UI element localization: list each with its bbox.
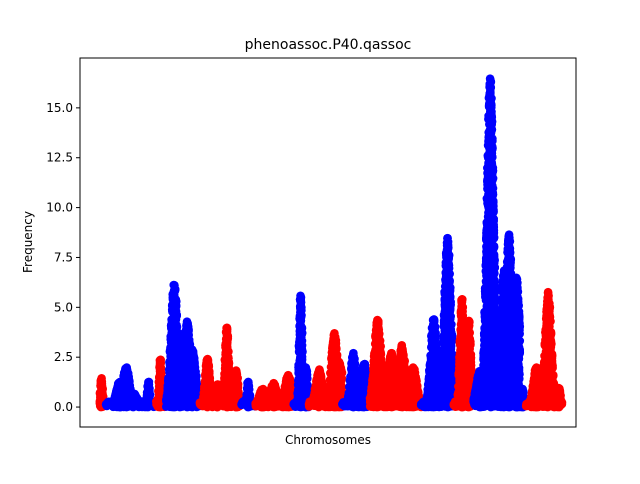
snp-point [373,316,383,326]
snp-point [182,320,191,329]
snp-point [213,381,223,390]
snp-point [301,363,311,372]
snp-point [314,366,324,376]
snp-point [360,359,370,369]
snp-point [244,377,253,387]
chromosome-7-points [218,323,246,412]
snp-point [122,363,131,372]
snp-point [397,341,407,351]
snp-point [169,280,178,290]
snp-point [258,384,268,394]
snp-point [175,330,185,340]
snp-point [387,348,397,358]
snp-point [408,363,418,372]
chromosome-2-points [101,363,149,412]
snp-point [283,374,293,383]
snp-point [155,356,165,365]
chromosome-5-points [162,280,205,412]
snp-point [296,291,305,301]
snp-point [128,392,138,401]
data-points [95,74,567,412]
snp-point [144,377,154,387]
snp-point [222,323,231,333]
snp-point [268,381,278,390]
snp-point [203,356,213,365]
snp-point [97,374,106,383]
snp-point [335,359,345,369]
snp-point [231,366,241,376]
snp-point [349,348,358,358]
snp-point [187,345,197,354]
